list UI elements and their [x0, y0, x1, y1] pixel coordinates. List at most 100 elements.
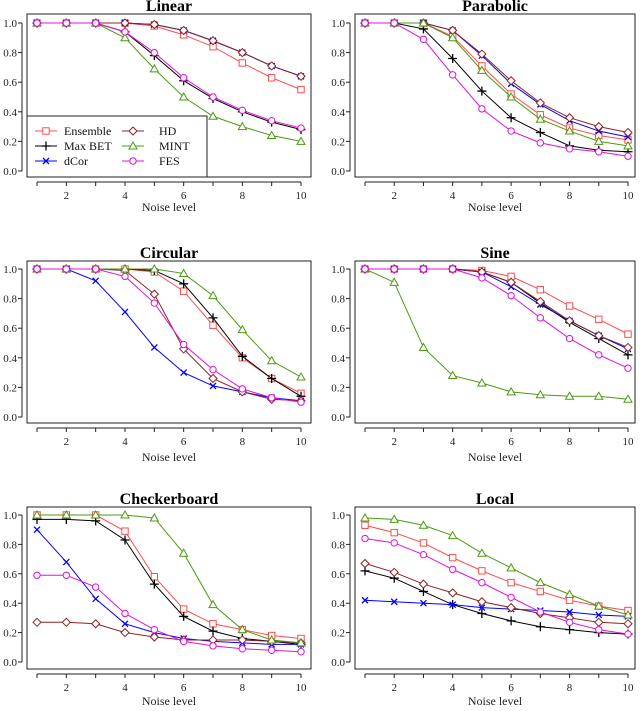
data-point	[208, 36, 218, 46]
x-tick-label: 10	[623, 436, 635, 448]
series-line	[37, 22, 302, 131]
x-tick-label: 8	[567, 190, 573, 202]
legend-item: dCor	[35, 154, 88, 168]
y-tick-label: 0.4	[331, 353, 345, 365]
data-point	[121, 609, 129, 618]
data-point	[564, 391, 575, 400]
data-point	[361, 265, 369, 273]
y-tick-label: 1.0	[3, 18, 17, 30]
legend-label: FES	[159, 154, 180, 168]
data-point	[360, 512, 370, 522]
data-point	[624, 630, 632, 638]
y-tick-label: 0.6	[331, 569, 345, 581]
data-point	[91, 583, 100, 591]
data-point	[361, 596, 369, 604]
series-line	[37, 514, 302, 644]
legend-item: MINT	[122, 139, 190, 153]
data-point	[623, 609, 633, 619]
y-tick-label: 0.0	[331, 657, 345, 669]
data-point	[624, 330, 632, 338]
x-tick-label: 10	[296, 682, 308, 694]
y-tick-label: 0.4	[3, 107, 17, 119]
data-point	[507, 291, 515, 300]
data-point	[564, 113, 575, 123]
data-point	[565, 334, 574, 343]
data-point	[419, 35, 428, 43]
series-max-bet	[360, 18, 633, 157]
data-point	[237, 635, 248, 645]
data-point	[593, 391, 604, 400]
data-point	[178, 91, 189, 101]
panel-title: Local	[476, 491, 515, 508]
data-point	[120, 535, 130, 545]
data-point	[565, 596, 574, 604]
data-point	[237, 351, 247, 361]
data-point	[361, 534, 369, 543]
panel-parabolic: Parabolic 0.0 0.2 0.4 0.6 0.8 1.0 2 4 6 8 10 Noise l…	[331, 0, 636, 214]
y-tick-label: 0.4	[3, 598, 17, 610]
y-tick-label: 0.6	[3, 77, 17, 89]
panel-title: Circular	[140, 245, 198, 262]
y-tick-label: 0.8	[3, 294, 17, 306]
data-point	[594, 330, 604, 341]
data-point	[238, 385, 247, 393]
series-max-bet	[360, 264, 633, 360]
series-line	[365, 22, 629, 153]
data-point	[266, 61, 277, 71]
data-point	[209, 620, 217, 628]
data-point	[91, 265, 100, 273]
data-point	[390, 539, 398, 547]
x-axis-label: Noise level	[468, 450, 523, 464]
series-line	[37, 268, 302, 403]
y-tick-label: 0.8	[331, 539, 345, 551]
data-point	[535, 296, 546, 307]
data-point	[506, 91, 516, 101]
data-point	[477, 608, 487, 618]
series-fes	[33, 571, 305, 656]
data-point	[595, 351, 603, 359]
series-dcor	[33, 19, 305, 80]
plot-frame	[26, 260, 312, 424]
legend-marker	[42, 157, 50, 165]
data-point	[477, 65, 487, 74]
y-tick-label: 0.0	[331, 166, 345, 178]
y-tick-label: 0.2	[331, 136, 345, 148]
data-point	[390, 528, 398, 537]
x-tick-label: 8	[567, 436, 573, 448]
legend-label: Ensemble	[64, 124, 111, 138]
x-tick-label: 6	[181, 190, 187, 202]
data-point	[178, 548, 189, 557]
data-point	[238, 59, 247, 67]
y-tick-label: 0.6	[3, 323, 17, 335]
data-point	[62, 558, 70, 566]
series-line	[37, 268, 302, 397]
data-point	[418, 17, 429, 27]
series-line	[37, 514, 302, 639]
x-tick-label: 4	[450, 436, 456, 448]
x-tick-label: 2	[64, 682, 70, 694]
data-point	[390, 265, 398, 273]
data-point	[238, 106, 247, 115]
data-point	[593, 136, 604, 145]
data-point	[623, 342, 633, 353]
data-point	[267, 394, 276, 402]
data-point	[535, 622, 545, 632]
data-point	[266, 355, 277, 365]
data-point	[32, 509, 42, 519]
data-point	[624, 152, 632, 160]
data-point	[180, 369, 188, 377]
series-line	[37, 268, 302, 402]
plot-frame	[354, 506, 636, 670]
data-point	[121, 272, 129, 281]
data-point	[61, 617, 72, 628]
legend-marker	[128, 126, 138, 136]
data-point	[61, 509, 72, 519]
data-point	[478, 567, 486, 575]
series-fes	[361, 19, 632, 160]
legend-item: FES	[122, 154, 180, 168]
data-point	[418, 342, 429, 351]
data-point	[150, 573, 159, 581]
data-point	[149, 19, 160, 30]
x-tick-label: 10	[623, 682, 635, 694]
y-tick-label: 0.0	[3, 657, 17, 669]
